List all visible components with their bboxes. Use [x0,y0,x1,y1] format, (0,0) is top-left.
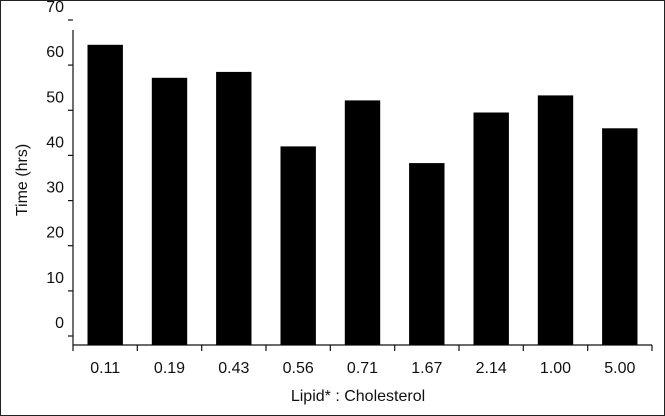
x-tick-label: 5.00 [604,360,635,377]
y-ticks: 0 10 20 30 40 50 60 70 [46,0,73,337]
y-tick-label: 0 [55,315,64,332]
bar-series [87,44,638,346]
x-tick-label: 1.00 [540,360,571,377]
bar-0.56 [280,146,316,345]
bar-0.71 [344,100,381,346]
x-tick-label: 0.43 [218,360,249,377]
x-ticks: 0.11 0.19 0.43 0.56 0.71 1.67 2.14 1.00 5.00 [72,345,653,377]
y-tick-label: 20 [46,225,64,242]
y-tick-label: 70 [46,0,64,16]
bar-1.00 [537,95,574,346]
y-axis-title: Time (hrs) [14,144,31,216]
y-tick-label: 60 [46,44,64,61]
y-tick-label: 10 [46,270,64,287]
x-tick-label: 0.19 [154,360,185,377]
x-tick-label: 1.67 [411,360,442,377]
bar-1.67 [409,163,445,345]
bar-0.11 [87,44,123,346]
x-tick-label: 0.11 [90,360,120,377]
y-tick-label: 50 [46,89,64,106]
bar-2.14 [473,112,509,345]
bar-0.43 [216,71,252,346]
bar-5.00 [602,128,638,345]
bar-0.19 [151,77,188,346]
x-tick-label: 0.71 [347,360,378,377]
x-tick-label: 2.14 [476,360,507,377]
y-tick-label: 30 [46,180,64,197]
x-tick-label: 0.56 [283,360,314,377]
y-tick-label: 40 [46,134,64,151]
x-axis-title: Lipid* : Cholesterol [291,388,425,405]
